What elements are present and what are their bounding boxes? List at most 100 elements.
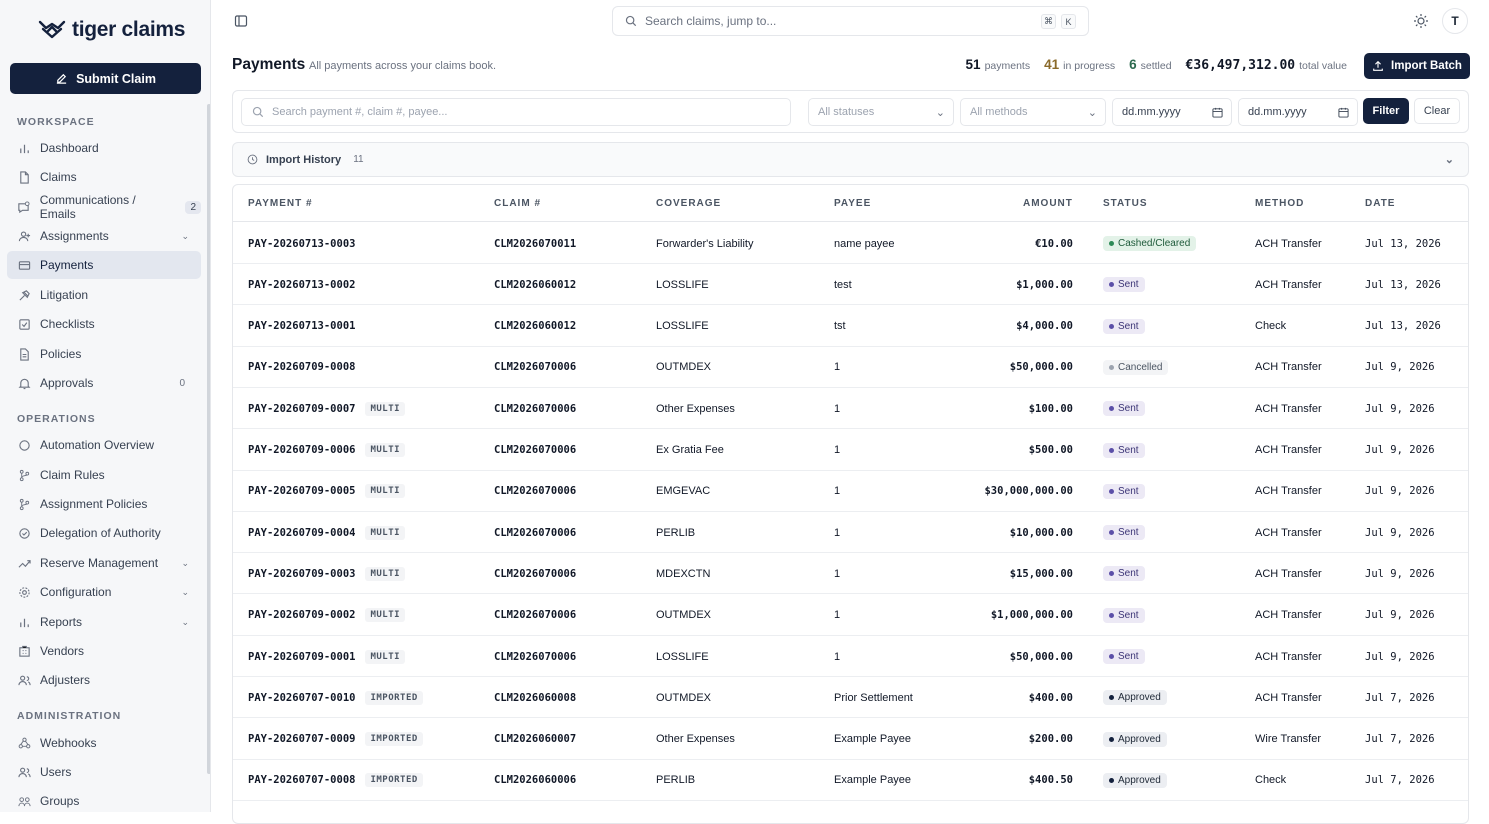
claim-number[interactable]: CLM2026070006 <box>494 402 577 415</box>
claim-number[interactable]: CLM2026070006 <box>494 485 577 498</box>
payment-search-input[interactable]: Search payment #, claim #, payee... <box>241 98 791 126</box>
payment-number[interactable]: PAY-20260709-0001 <box>248 650 356 663</box>
claim-number[interactable]: CLM2026060006 <box>494 774 577 787</box>
claim-number[interactable]: CLM2026070006 <box>494 609 577 622</box>
payment-number-cell[interactable]: PAY-20260707-0010 IMPORTED <box>248 677 423 718</box>
table-row[interactable]: PAY-20260709-0004 MULTI CLM2026070006 PERLI… <box>233 512 1468 554</box>
filter-button[interactable]: Filter <box>1363 98 1409 124</box>
sidebar-toggle-icon[interactable] <box>234 14 248 28</box>
table-row[interactable]: PAY-20260709-0006 MULTI CLM2026070006 Ex Gr… <box>233 430 1468 471</box>
table-row[interactable]: PAY-20260709-0003 MULTI CLM2026070006 MDEXC… <box>233 553 1468 595</box>
sidebar-item-vendors[interactable]: Vendors <box>7 637 201 665</box>
col-date[interactable]: DATE <box>1365 198 1396 209</box>
sidebar-item-claim-rules[interactable]: Claim Rules <box>7 461 201 489</box>
payment-number-cell[interactable]: PAY-20260707-0008 IMPORTED <box>248 760 423 801</box>
table-row[interactable]: PAY-20260707-0009 IMPORTED CLM2026060007 Ot… <box>233 719 1468 760</box>
payment-number-cell[interactable]: PAY-20260709-0005 MULTI <box>248 471 406 512</box>
clear-button[interactable]: Clear <box>1414 98 1460 124</box>
payment-number-cell[interactable]: PAY-20260709-0004 MULTI <box>248 512 406 553</box>
table-row[interactable]: PAY-20260713-0001 CLM2026060012 LOSSLIFE ts… <box>233 306 1468 347</box>
claim-number[interactable]: CLM2026070006 <box>494 526 577 539</box>
sidebar-item-users[interactable]: Users <box>7 758 201 786</box>
calendar-icon[interactable] <box>1338 107 1349 118</box>
sidebar-item-reports[interactable]: Reports ⌄ <box>7 608 201 636</box>
table-row[interactable]: PAY-20260709-0002 MULTI CLM2026070006 OUTMD… <box>233 595 1468 636</box>
sidebar-item-automation-overview[interactable]: Automation Overview <box>7 431 201 459</box>
table-row[interactable]: PAY-20260713-0002 CLM2026060012 LOSSLIFE te… <box>233 264 1468 306</box>
col-payment[interactable]: PAYMENT # <box>248 198 313 209</box>
global-search-input[interactable]: Search claims, jump to... ⌘ K <box>612 6 1089 36</box>
col-amount[interactable]: AMOUNT <box>1023 198 1073 209</box>
payment-number[interactable]: PAY-20260709-0002 <box>248 609 356 622</box>
payment-number[interactable]: PAY-20260709-0008 <box>248 361 356 374</box>
import-history-toggle[interactable]: Import History 11 ⌄ <box>232 142 1469 177</box>
col-method[interactable]: METHOD <box>1255 198 1305 209</box>
table-row[interactable]: PAY-20260709-0008 CLM2026070006 OUTMDEX 1 $5… <box>233 347 1468 388</box>
sidebar-item-dashboard[interactable]: Dashboard <box>7 134 201 162</box>
table-row[interactable]: PAY-20260709-0001 MULTI CLM2026070006 LOSSL… <box>233 636 1468 677</box>
payment-number-cell[interactable]: PAY-20260709-0002 MULTI <box>248 595 406 636</box>
payment-number-cell[interactable]: PAY-20260709-0006 MULTI <box>248 430 406 471</box>
date-from-input[interactable]: dd.mm.yyyy <box>1112 98 1232 126</box>
chevron-down-icon[interactable]: ⌄ <box>181 230 189 241</box>
payment-number[interactable]: PAY-20260709-0004 <box>248 526 356 539</box>
table-row[interactable]: PAY-20260709-0007 MULTI CLM2026070006 Other… <box>233 388 1468 430</box>
payment-number[interactable]: PAY-20260709-0006 <box>248 444 356 456</box>
payment-number-cell[interactable]: PAY-20260709-0003 MULTI <box>248 553 406 594</box>
sidebar-item-adjusters[interactable]: Adjusters <box>7 666 201 694</box>
sidebar-item-groups[interactable]: Groups <box>7 787 201 812</box>
avatar[interactable]: T <box>1442 8 1468 34</box>
sidebar-item-delegation-of-authority[interactable]: Delegation of Authority <box>7 519 201 547</box>
payment-number[interactable]: PAY-20260713-0003 <box>248 237 356 250</box>
sidebar-item-configuration[interactable]: Configuration ⌄ <box>7 578 201 606</box>
col-coverage[interactable]: COVERAGE <box>656 198 722 209</box>
import-batch-button[interactable]: Import Batch <box>1364 53 1470 79</box>
sidebar-item-payments[interactable]: Payments <box>7 251 201 279</box>
claim-number[interactable]: CLM2026060012 <box>494 278 577 291</box>
payment-number[interactable]: PAY-20260707-0010 <box>248 691 356 704</box>
col-status[interactable]: STATUS <box>1103 198 1148 209</box>
sidebar-item-policies[interactable]: Policies <box>7 340 201 368</box>
payment-number[interactable]: PAY-20260707-0008 <box>248 774 356 787</box>
sun-icon[interactable] <box>1413 13 1429 29</box>
payment-number-cell[interactable]: PAY-20260713-0002 <box>248 264 355 305</box>
table-row[interactable]: PAY-20260707-0008 IMPORTED CLM2026060006 PE… <box>233 760 1468 801</box>
table-row[interactable]: PAY-20260709-0005 MULTI CLM2026070006 EMGEV… <box>233 471 1468 512</box>
sidebar-item-litigation[interactable]: Litigation <box>7 281 201 309</box>
sidebar-item-assignments[interactable]: Assignments ⌄ <box>7 222 201 250</box>
payment-number-cell[interactable]: PAY-20260709-0008 <box>248 347 355 388</box>
logo[interactable]: tiger claims <box>38 16 185 44</box>
sidebar-item-webhooks[interactable]: Webhooks <box>7 729 201 757</box>
payment-number[interactable]: PAY-20260713-0001 <box>248 320 356 333</box>
chevron-down-icon[interactable]: ⌄ <box>181 616 189 627</box>
payment-number[interactable]: PAY-20260709-0005 <box>248 485 356 498</box>
submit-claim-button[interactable]: Submit Claim <box>10 63 201 94</box>
payment-number[interactable]: PAY-20260709-0003 <box>248 567 356 580</box>
claim-number[interactable]: CLM2026070006 <box>494 361 577 374</box>
chevron-down-icon[interactable]: ⌄ <box>181 586 189 597</box>
table-row[interactable]: PAY-20260707-0010 IMPORTED CLM2026060008 OU… <box>233 677 1468 719</box>
claim-number[interactable]: CLM2026070006 <box>494 650 577 663</box>
col-claim[interactable]: CLAIM # <box>494 198 541 209</box>
payment-number-cell[interactable]: PAY-20260709-0001 MULTI <box>248 636 406 677</box>
payment-number[interactable]: PAY-20260709-0007 <box>248 402 356 415</box>
claim-number[interactable]: CLM2026070006 <box>494 567 577 580</box>
claim-number[interactable]: CLM2026070006 <box>494 444 577 456</box>
calendar-icon[interactable] <box>1212 107 1223 118</box>
sidebar-item-approvals[interactable]: Approvals 0 <box>7 369 201 397</box>
sidebar-item-claims[interactable]: Claims <box>7 163 201 191</box>
sidebar-item-checklists[interactable]: Checklists <box>7 310 201 338</box>
claim-number[interactable]: CLM2026060012 <box>494 320 577 333</box>
table-row[interactable]: PAY-20260713-0003 CLM2026070011 Forwarder'… <box>233 223 1468 264</box>
sidebar-item-assignment-policies[interactable]: Assignment Policies <box>7 490 201 518</box>
method-select[interactable]: All methods ⌄ <box>960 98 1106 126</box>
claim-number[interactable]: CLM2026070011 <box>494 237 577 250</box>
claim-number[interactable]: CLM2026060008 <box>494 691 577 704</box>
claim-number[interactable]: CLM2026060007 <box>494 733 577 746</box>
payment-number-cell[interactable]: PAY-20260709-0007 MULTI <box>248 388 406 429</box>
payment-number[interactable]: PAY-20260713-0002 <box>248 278 356 291</box>
payment-number[interactable]: PAY-20260707-0009 <box>248 733 356 746</box>
status-select[interactable]: All statuses ⌄ <box>808 98 954 126</box>
payment-number-cell[interactable]: PAY-20260707-0009 IMPORTED <box>248 719 423 760</box>
sidebar-item-communications[interactable]: Communications / Emails 2 <box>7 193 201 221</box>
